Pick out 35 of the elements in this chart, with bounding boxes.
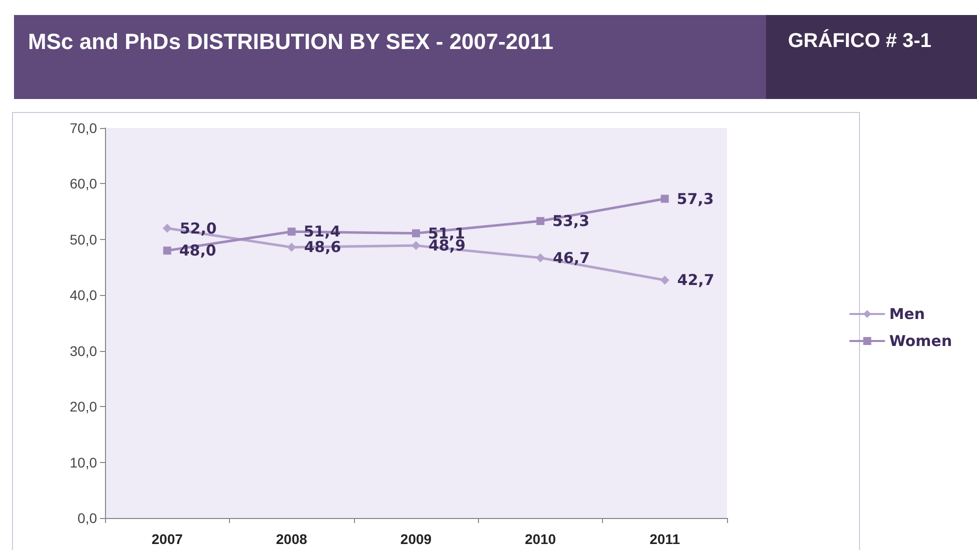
point [163,246,172,255]
point [162,224,172,233]
legend-label: Men [889,305,925,323]
point [412,241,420,250]
x-tick-label: 2011 [650,531,680,547]
point [536,253,545,262]
point [536,217,544,226]
data-label: 53,3 [552,212,590,230]
y-tick-label: 70,0 [70,120,98,136]
x-tick-label: 2009 [400,531,432,547]
y-tick-label: 40,0 [70,287,98,304]
y-tick-label: 60,0 [70,176,98,192]
data-label: 48,0 [179,242,216,260]
x-tick-label: 2008 [276,531,308,547]
y-tick-label: 0,0 [78,510,98,526]
data-label: 42,7 [677,271,714,290]
text: GRÁFICO # 3-1 [766,15,977,99]
data-label: 51,4 [304,222,341,241]
y-tick-label: 30,0 [70,342,98,359]
legend-label: Women [889,332,952,350]
y-tick-label: 50,0 [70,231,98,248]
point [660,194,669,203]
data-label: 48,6 [304,238,342,256]
data-label: 46,7 [552,248,590,267]
data-label: 52,0 [180,219,217,238]
x-tick-label: 2007 [152,531,183,547]
data-label: 57,3 [676,190,714,208]
y-tick-label: 10,0 [70,454,98,470]
chart-title: MSc and PhDs DISTRIBUTION BY SEX - 2007-2011 [14,15,766,99]
y-tick-label: 20,0 [70,398,98,415]
x-tick-label: 2010 [524,531,556,547]
point [288,228,296,236]
point [412,229,420,238]
data-label: 51,1 [428,224,466,242]
point [660,276,670,285]
